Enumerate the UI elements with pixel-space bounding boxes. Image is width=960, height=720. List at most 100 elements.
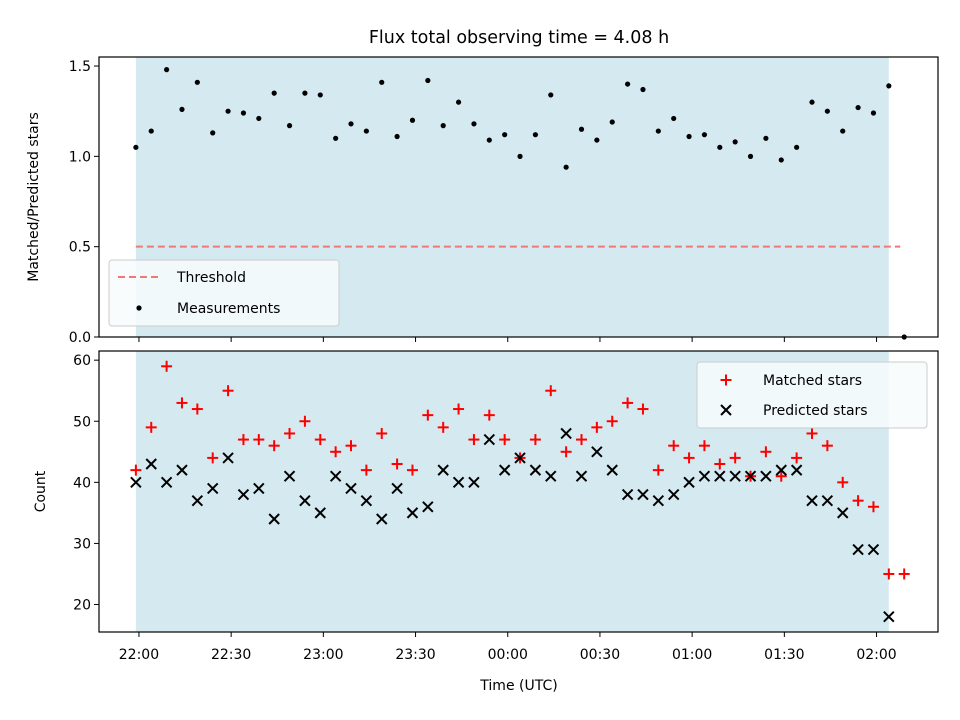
predicted-star-point (591, 446, 603, 458)
y-tick-label: 50 (73, 414, 91, 430)
measurement-point (655, 128, 661, 134)
predicted-star-point (621, 488, 634, 501)
y-tick-label: 0.0 (69, 330, 91, 346)
predicted-star-point (283, 470, 296, 482)
predicted-star-point (391, 482, 403, 495)
legend-plus-mark (720, 374, 732, 386)
measurement-point (886, 83, 892, 89)
measurement-point (302, 90, 308, 96)
measurement-point (240, 110, 247, 116)
predicted-star-point-b (714, 470, 726, 482)
predicted-star-point-b (145, 458, 157, 470)
measurement-point (348, 121, 354, 127)
top-x-ticks (138, 337, 878, 342)
matched-star-point (714, 458, 726, 470)
matched-star-point (652, 464, 664, 476)
matched-star-point (422, 409, 434, 421)
x-tick-label: 23:00 (303, 647, 343, 663)
matched-star-point (867, 501, 879, 513)
measurement-point (778, 157, 784, 163)
matched-star-point (406, 464, 418, 476)
predicted-star-point-b (560, 427, 572, 440)
legend-measurement-swatch (136, 305, 142, 311)
predicted-star-point (698, 470, 711, 482)
predicted-star-point-b (621, 488, 634, 501)
predicted-star-point (652, 494, 665, 507)
predicted-star-point (329, 470, 342, 482)
x-tick-label: 01:00 (672, 647, 712, 663)
measurement-point (164, 67, 170, 73)
measurement-point (286, 123, 293, 129)
legend-measurements-label: Measurements (177, 301, 280, 317)
measurement-point (701, 132, 708, 138)
count-points (130, 360, 910, 623)
predicted-star-point-b (760, 470, 772, 482)
y-tick-label: 60 (73, 353, 91, 369)
legend-predicted-swatch (720, 404, 732, 416)
predicted-star-point-b (883, 611, 895, 623)
ratio-panel: 0.0 0.5 1.0 1.5 Matched/Predicted stars Thr… (26, 56, 939, 346)
legend-cross-mark (720, 404, 732, 416)
matched-star-point (852, 495, 864, 507)
predicted-star-point-b (222, 452, 234, 464)
legend-predicted-label: Predicted stars (763, 403, 868, 419)
measurement-point (625, 81, 631, 87)
x-tick-label: 01:30 (764, 647, 804, 663)
y-tick-label: 40 (73, 475, 91, 491)
measurement-point (717, 144, 723, 150)
predicted-star-point-b (160, 476, 173, 489)
matched-star-point (545, 385, 557, 397)
measurement-point (394, 133, 400, 140)
predicted-star-point (775, 464, 787, 476)
predicted-star-point (468, 476, 480, 489)
predicted-star-point-b (422, 501, 434, 513)
predicted-star-point (253, 482, 265, 495)
measurement-point (578, 126, 585, 132)
matched-star-point (683, 452, 695, 464)
measurement-point (256, 115, 262, 122)
predicted-star-point (575, 470, 588, 482)
measurement-point (425, 77, 431, 84)
predicted-star-point-b (867, 543, 880, 556)
matched-star-point (391, 458, 403, 470)
y-tick-label: 0.5 (69, 240, 91, 256)
x-tick-label: 00:00 (488, 647, 528, 663)
predicted-star-point (744, 470, 757, 482)
measurement-point (133, 144, 139, 150)
bottom-y-ticks: 20 30 40 50 60 (73, 353, 99, 614)
predicted-star-point (437, 464, 449, 476)
matched-star-point (622, 397, 634, 409)
matched-star-point (253, 434, 265, 446)
matched-star-point (606, 415, 618, 427)
x-axis-label: Time (UTC) (479, 678, 557, 694)
measurement-point (440, 123, 446, 129)
measurement-point (317, 92, 323, 98)
predicted-star-point-b (837, 507, 849, 519)
measurement-point (517, 153, 523, 159)
predicted-star-point (837, 507, 849, 519)
matched-star-point (576, 434, 588, 446)
measurement-point (502, 132, 508, 138)
predicted-star-point (314, 507, 326, 519)
predicted-star-point-b (452, 476, 465, 489)
predicted-star-point (867, 543, 880, 556)
predicted-star-point-b (299, 494, 311, 507)
matched-star-point (284, 427, 296, 439)
measurement-point (532, 132, 539, 138)
matched-star-point (529, 434, 541, 446)
measurement-point (809, 99, 815, 105)
predicted-star-point (637, 488, 649, 501)
predicted-star-point (130, 476, 142, 489)
predicted-star-point-b (852, 543, 864, 556)
predicted-star-point-b (360, 494, 373, 507)
measurement-point (671, 115, 677, 122)
predicted-star-point-b (237, 488, 250, 501)
measurement-point (794, 144, 800, 150)
matched-star-point (299, 415, 311, 427)
predicted-star-point (606, 464, 618, 476)
predicted-star-point (145, 458, 157, 470)
predicted-star-point-b (483, 433, 496, 446)
matched-star-point (176, 397, 188, 409)
predicted-star-point (760, 470, 772, 482)
predicted-star-point-b (176, 464, 188, 476)
